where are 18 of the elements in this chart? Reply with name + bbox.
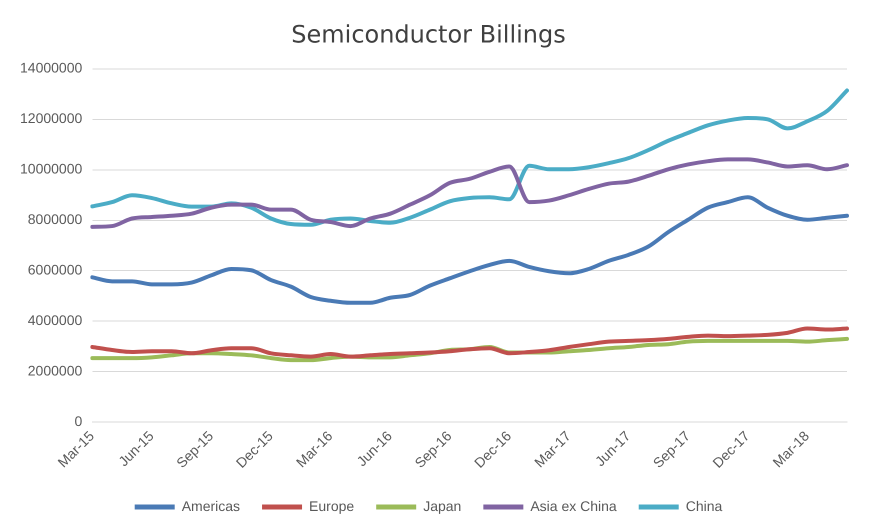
y-tick-label: 14000000 [20, 60, 82, 76]
line-series [90, 157, 849, 229]
line-series [90, 326, 849, 359]
legend-label: Japan [423, 498, 462, 514]
y-tick-label: 12000000 [20, 110, 82, 126]
line-series [90, 88, 849, 227]
legend-label: Asia ex China [530, 498, 617, 514]
chart-title: Semiconductor Billings [291, 20, 566, 49]
y-tick-label: 8000000 [28, 211, 82, 228]
legend-label: Americas [182, 498, 240, 514]
legend-label: Europe [309, 498, 354, 514]
legend-label: China [686, 498, 723, 514]
line-series [90, 195, 849, 305]
y-tick-label: 10000000 [20, 160, 82, 177]
y-tick-label: 4000000 [28, 312, 82, 328]
y-tick-label: 0 [74, 413, 82, 430]
y-tick-label: 2000000 [28, 362, 82, 379]
y-tick-label: 6000000 [28, 262, 82, 278]
